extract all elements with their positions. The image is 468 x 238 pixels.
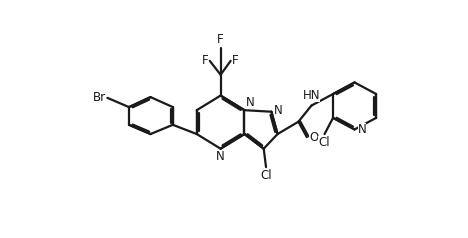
Text: N: N xyxy=(358,123,366,136)
Text: Cl: Cl xyxy=(260,169,272,182)
Text: HN: HN xyxy=(303,89,320,102)
Text: F: F xyxy=(202,55,208,67)
Text: N: N xyxy=(274,104,283,117)
Text: F: F xyxy=(217,33,224,46)
Text: Br: Br xyxy=(93,91,106,104)
Text: O: O xyxy=(309,131,318,144)
Text: N: N xyxy=(216,150,225,163)
Text: Cl: Cl xyxy=(318,136,329,149)
Text: F: F xyxy=(232,55,239,67)
Text: N: N xyxy=(246,96,255,109)
